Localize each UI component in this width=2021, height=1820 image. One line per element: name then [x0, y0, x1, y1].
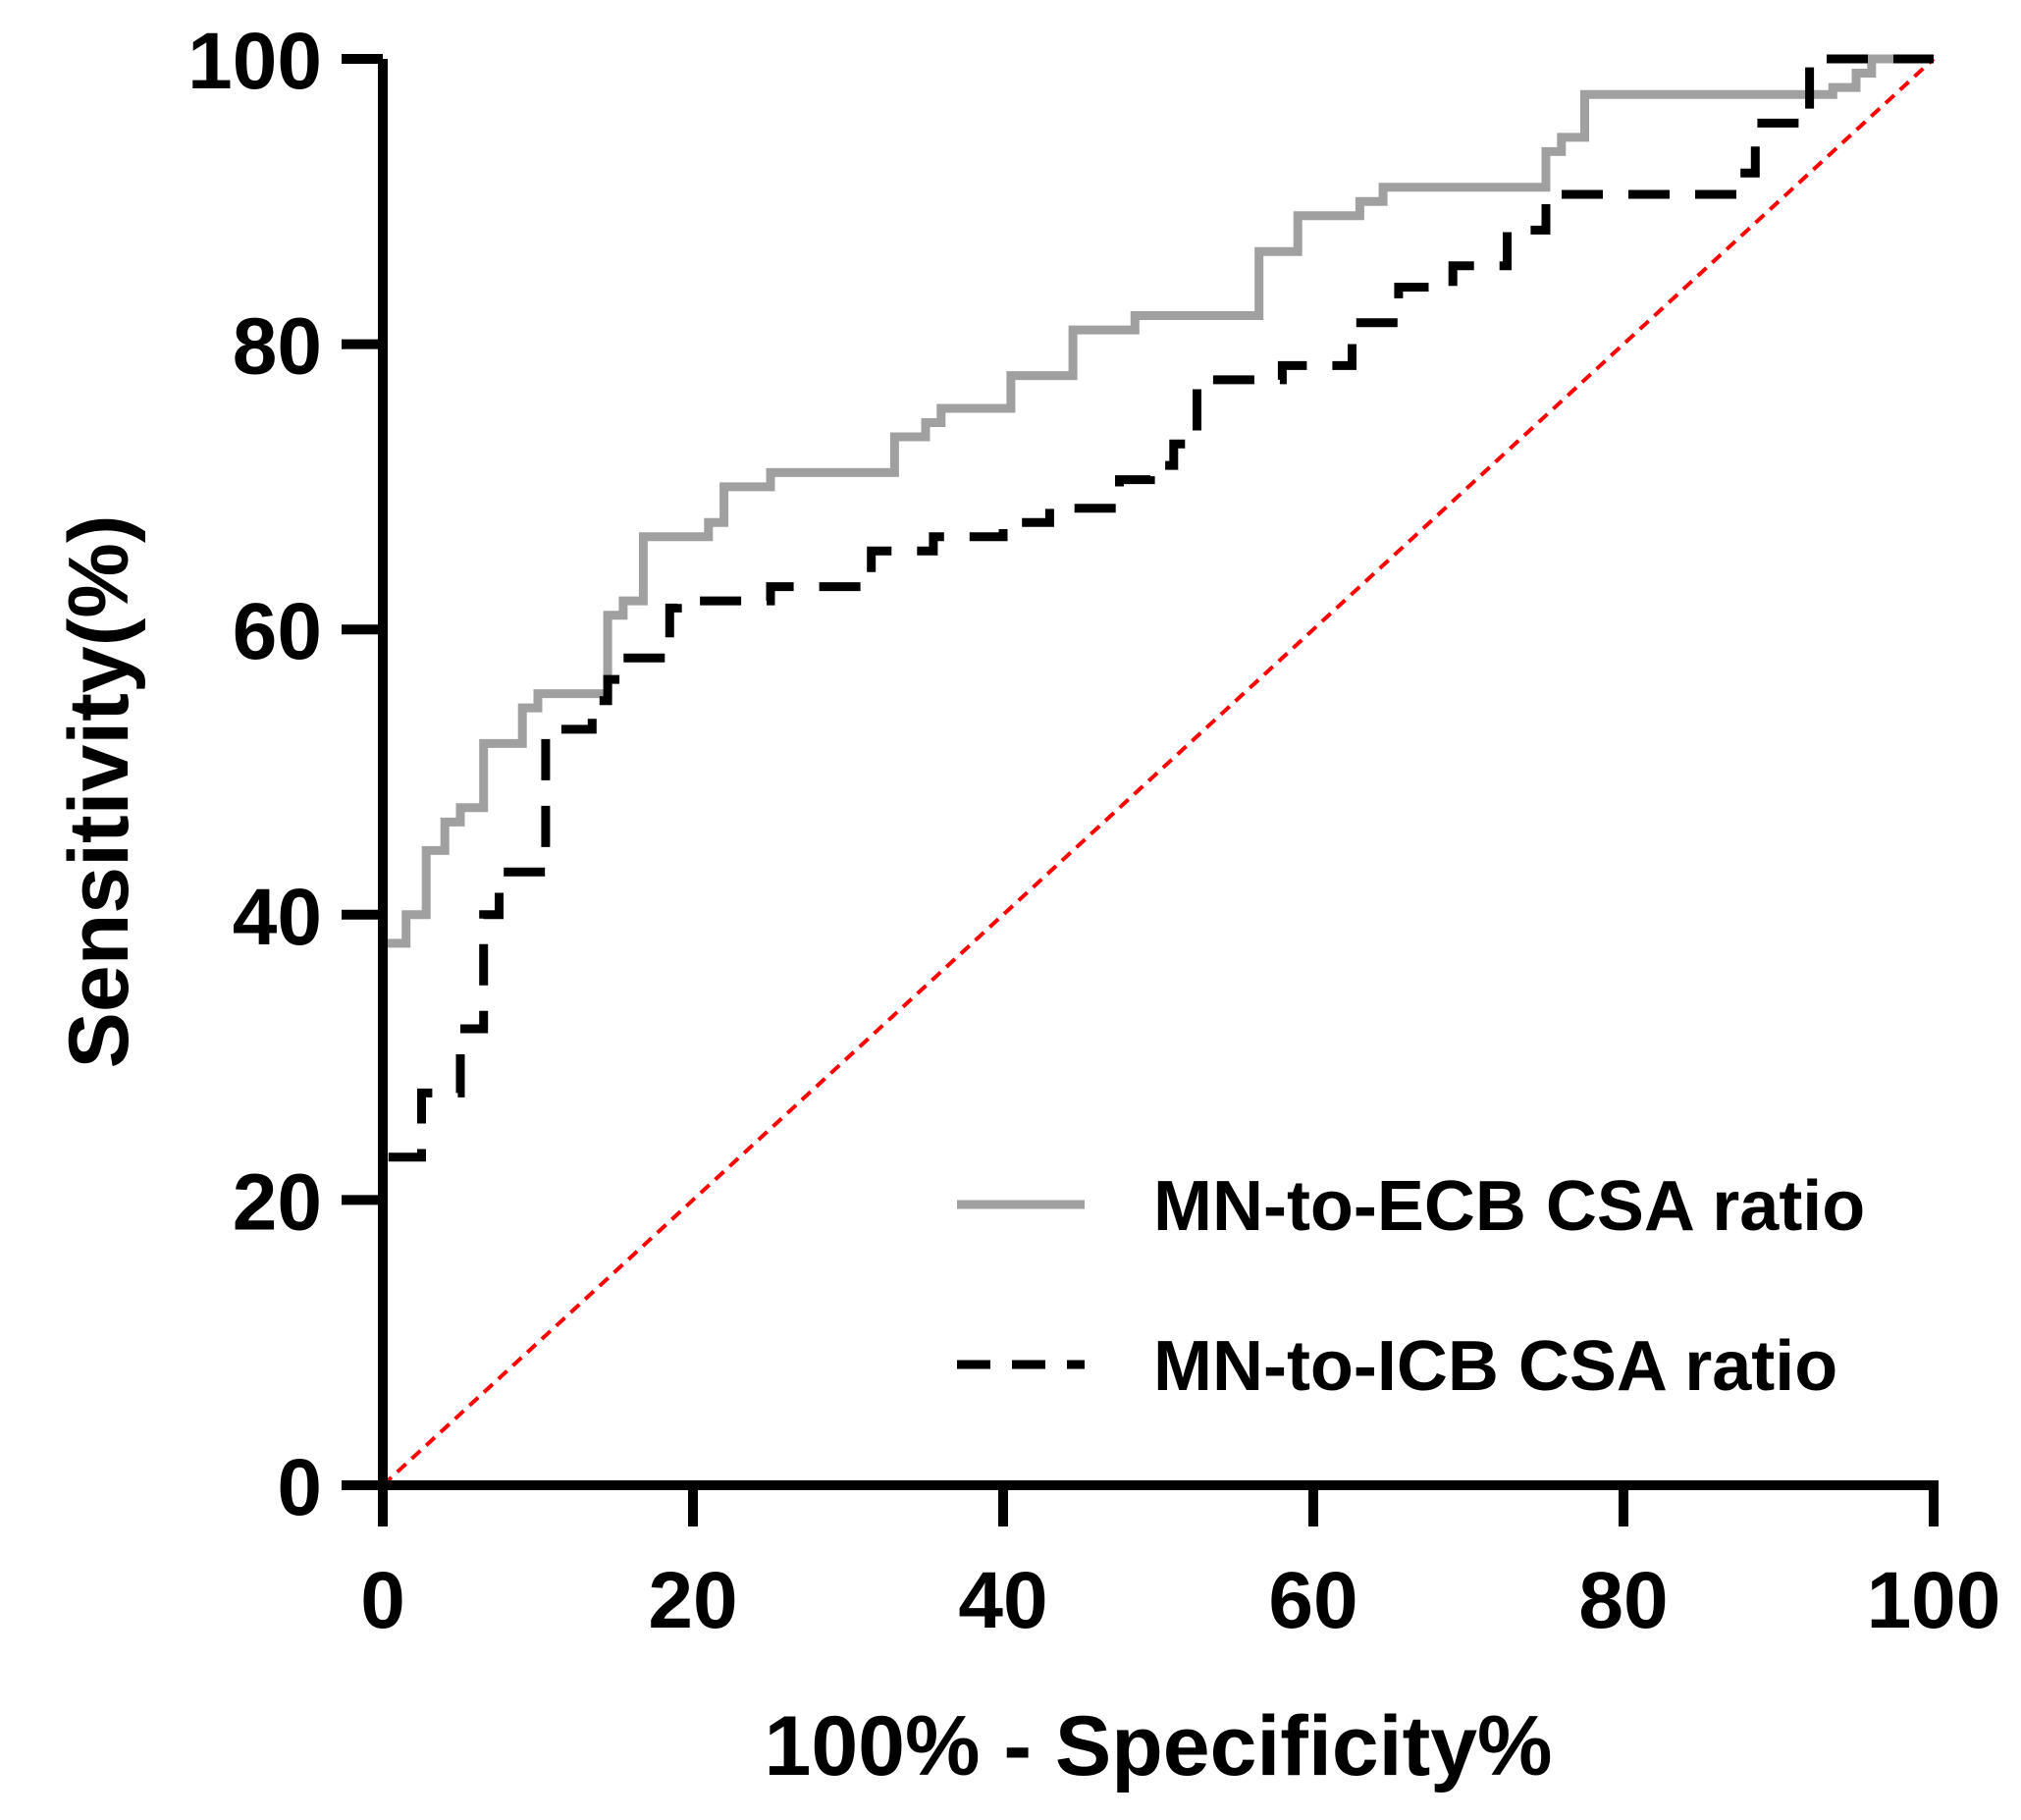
- legend-label-mn-to-icb: MN-to-ICB CSA ratio: [1153, 1327, 1837, 1406]
- y-tick-label: 40: [233, 873, 322, 962]
- y-tick-label: 100: [187, 17, 322, 106]
- y-ticks: 0 20 40 60 80 100: [187, 17, 383, 1532]
- x-axis-title: 100% - Specificity%: [764, 1699, 1552, 1793]
- y-tick-label: 80: [233, 302, 322, 392]
- x-tick-label: 80: [1578, 1556, 1668, 1645]
- x-tick-label: 100: [1867, 1556, 2001, 1645]
- x-tick-label: 40: [958, 1556, 1047, 1645]
- legend-label-mn-to-ecb: MN-to-ECB CSA ratio: [1153, 1167, 1865, 1246]
- x-tick-label: 0: [360, 1556, 405, 1645]
- axes: 0 20 40 60 80 100 0 20 40 60 80 100: [187, 17, 2000, 1645]
- y-tick-label: 60: [233, 587, 322, 676]
- y-axis-title: Sensitivity(%): [52, 515, 146, 1069]
- x-tick-label: 60: [1268, 1556, 1357, 1645]
- y-tick-label: 20: [233, 1157, 322, 1247]
- plot-area: [378, 54, 1936, 1487]
- x-ticks: 0 20 40 60 80 100: [360, 1485, 2000, 1645]
- y-tick-label: 0: [277, 1443, 322, 1532]
- reference-diagonal-line: [381, 57, 1936, 1487]
- series-mn-to-icb-line: [378, 54, 1934, 1485]
- legend: MN-to-ECB CSA ratio MN-to-ICB CSA ratio: [957, 1167, 1865, 1406]
- x-tick-label: 20: [648, 1556, 737, 1645]
- series-mn-to-ecb-line: [378, 54, 1934, 1485]
